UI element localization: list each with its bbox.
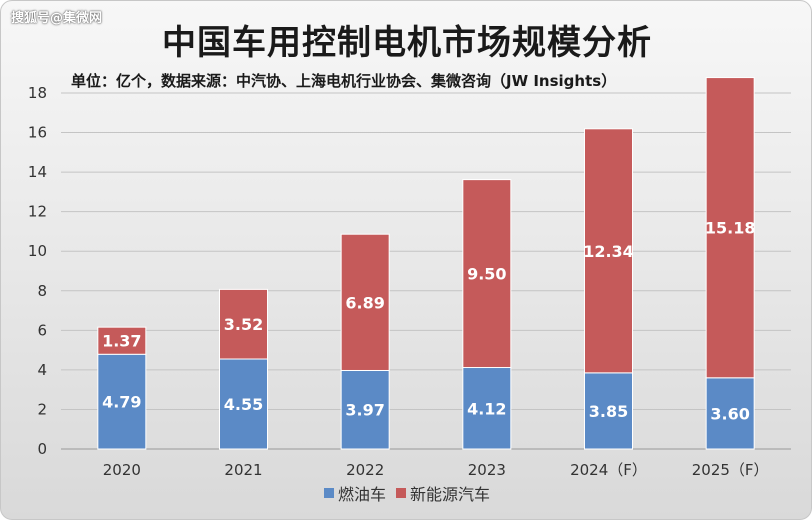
legend-label-ice: 燃油车 bbox=[337, 485, 386, 504]
y-tick-label: 0 bbox=[37, 440, 47, 458]
x-tick-label: 2022 bbox=[346, 461, 384, 479]
bar-nev bbox=[584, 128, 633, 374]
chart-subtitle: 单位：亿个，数据来源：中汽协、上海电机行业协会、集微咨询（JW Insights… bbox=[71, 72, 617, 90]
data-label: 4.12 bbox=[467, 399, 506, 418]
y-tick-label: 14 bbox=[28, 163, 47, 181]
x-tick-label: 2024（F） bbox=[570, 461, 647, 479]
data-label: 6.89 bbox=[345, 293, 384, 312]
bar-ice bbox=[584, 372, 633, 450]
y-tick-label: 4 bbox=[37, 361, 47, 379]
chart-title: 中国车用控制电机市场规模分析 bbox=[162, 23, 652, 63]
legend-swatch-nev bbox=[396, 488, 406, 498]
bar-nev bbox=[340, 233, 390, 371]
bar-nev bbox=[219, 288, 268, 360]
y-tick-label: 18 bbox=[28, 84, 47, 102]
data-label: 9.50 bbox=[467, 265, 506, 284]
data-label: 3.52 bbox=[224, 315, 263, 334]
data-label: 3.85 bbox=[589, 402, 628, 421]
data-label: 3.60 bbox=[710, 404, 749, 423]
data-label: 12.34 bbox=[583, 242, 634, 261]
legend-item-nev: 新能源汽车 bbox=[396, 481, 490, 505]
legend: 燃油车 新能源汽车 bbox=[1, 481, 811, 505]
bar-ice bbox=[340, 369, 390, 450]
data-label: 4.79 bbox=[102, 393, 141, 412]
watermark: 搜狐号@集微网 bbox=[11, 11, 103, 26]
y-tick-label: 12 bbox=[28, 203, 47, 221]
bar-nev bbox=[705, 77, 755, 379]
legend-swatch-ice bbox=[323, 488, 334, 498]
data-label: 3.97 bbox=[345, 401, 384, 420]
bar-ice bbox=[705, 377, 755, 450]
x-tick-label: 2023 bbox=[468, 461, 506, 479]
y-tick-label: 2 bbox=[37, 400, 47, 418]
y-tick-label: 8 bbox=[37, 282, 47, 300]
data-label: 15.18 bbox=[705, 219, 756, 238]
bar-ice bbox=[462, 367, 512, 450]
y-tick-label: 6 bbox=[37, 321, 47, 339]
y-tick-label: 16 bbox=[28, 124, 47, 142]
data-label: 1.37 bbox=[102, 332, 141, 351]
x-tick-label: 2025（F） bbox=[692, 461, 769, 479]
y-tick-label: 10 bbox=[28, 242, 47, 260]
x-tick-label: 2020 bbox=[103, 461, 141, 479]
legend-label-nev: 新能源汽车 bbox=[410, 485, 491, 504]
data-label: 4.55 bbox=[224, 395, 263, 414]
legend-item-ice: 燃油车 bbox=[323, 481, 386, 505]
bar-nev bbox=[462, 179, 512, 369]
x-tick-label: 2021 bbox=[224, 461, 262, 479]
bar-nev bbox=[97, 326, 147, 355]
